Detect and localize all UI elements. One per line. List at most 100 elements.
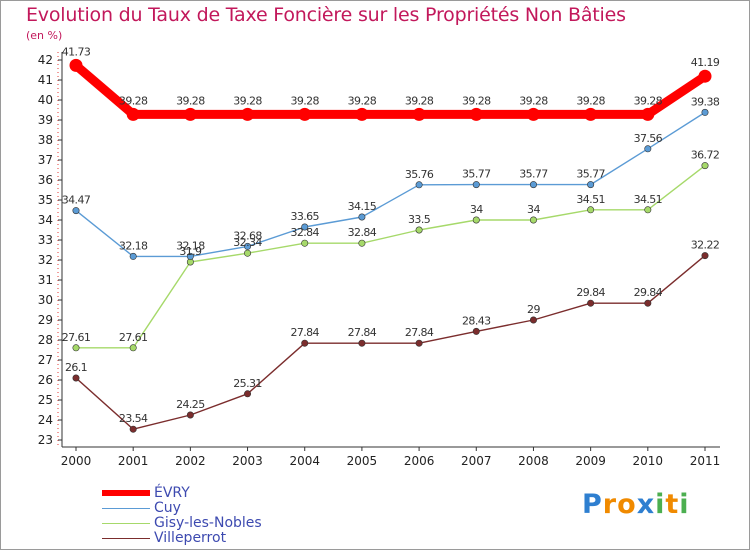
data-label: 39.28	[290, 94, 319, 107]
data-point	[701, 162, 709, 170]
data-point	[526, 107, 540, 121]
data-point	[244, 249, 252, 257]
y-tick-label: 35	[38, 193, 53, 207]
data-point	[129, 252, 137, 260]
y-tick-label: 32	[38, 253, 53, 267]
data-point	[701, 108, 709, 116]
data-label: 35.77	[462, 168, 491, 181]
legend-label-villeperrot: Villeperrot	[154, 530, 227, 546]
y-tick-label: 42	[38, 53, 53, 67]
y-tick-label: 26	[38, 373, 53, 387]
logo-letter: o	[617, 489, 637, 520]
data-label: 34.47	[62, 194, 91, 207]
legend-label-evry: ÉVRY	[154, 485, 190, 501]
data-point	[644, 299, 652, 307]
data-label: 27.84	[348, 326, 377, 339]
data-label: 32.18	[176, 239, 205, 252]
y-tick-label: 41	[38, 73, 53, 87]
data-label: 33.65	[290, 210, 319, 223]
series-line-gisy-les-nobles	[75, 164, 706, 349]
data-label: 41.73	[62, 45, 91, 58]
data-point	[301, 223, 309, 231]
data-point	[472, 327, 480, 335]
chart-title: Evolution du Taux de Taxe Foncière sur l…	[26, 4, 626, 26]
data-label: 39.28	[176, 94, 205, 107]
y-tick-label: 39	[38, 113, 53, 127]
y-tick-label: 36	[38, 173, 53, 187]
data-label: 32.22	[691, 239, 720, 252]
series-line-évry	[71, 60, 710, 119]
x-tick-label: 2010	[633, 454, 664, 468]
data-label: 28.43	[462, 314, 491, 327]
logo-letter: P	[582, 489, 603, 520]
data-point	[701, 252, 709, 260]
data-label: 37.56	[634, 132, 663, 145]
data-point	[587, 181, 595, 189]
data-label: 34	[527, 203, 540, 216]
data-label: 39.28	[233, 94, 262, 107]
data-point	[415, 226, 423, 234]
x-tick-label: 2001	[118, 454, 149, 468]
x-tick-label: 2006	[404, 454, 435, 468]
y-tick-label: 33	[38, 233, 53, 247]
legend-swatch-gisy-les-nobles	[102, 523, 150, 524]
x-tick-label: 2007	[461, 454, 492, 468]
y-tick-label: 37	[38, 153, 53, 167]
data-point	[186, 252, 194, 260]
data-label: 31.9	[179, 245, 202, 258]
data-point	[415, 181, 423, 189]
data-point	[529, 181, 537, 189]
data-point	[644, 145, 652, 153]
data-point	[358, 239, 366, 247]
data-label: 29.84	[634, 286, 663, 299]
data-point	[358, 213, 366, 221]
data-label: 24.25	[176, 398, 205, 411]
data-point	[415, 339, 423, 347]
data-point	[469, 107, 483, 121]
data-label: 32.84	[348, 226, 377, 239]
data-label: 25.31	[233, 377, 262, 390]
data-point	[529, 316, 537, 324]
data-point	[698, 69, 712, 83]
data-label: 27.84	[405, 326, 434, 339]
data-label: 32.18	[119, 239, 148, 252]
legend-swatch-villeperrot	[102, 538, 150, 539]
y-tick-label: 31	[38, 273, 53, 287]
data-label: 27.61	[62, 331, 91, 344]
data-label: 35.76	[405, 168, 434, 181]
series-line-cuy	[75, 111, 706, 258]
y-tick-label: 34	[38, 213, 53, 227]
legend-label-cuy: Cuy	[154, 500, 181, 516]
data-label: 39.38	[691, 95, 720, 108]
data-point	[72, 344, 80, 352]
data-label: 35.77	[519, 168, 548, 181]
data-point	[584, 107, 598, 121]
data-label: 39.28	[634, 94, 663, 107]
legend-label-gisy-les-nobles: Gisy-les-Nobles	[154, 515, 262, 531]
data-point	[244, 242, 252, 250]
logo-letter: i	[679, 489, 690, 520]
data-point	[72, 207, 80, 215]
data-point	[126, 107, 140, 121]
data-label: 39.28	[348, 94, 377, 107]
data-label: 41.19	[691, 56, 720, 69]
data-label: 39.28	[462, 94, 491, 107]
logo-letter: r	[602, 489, 618, 520]
data-label: 34.51	[634, 193, 663, 206]
data-label: 39.28	[576, 94, 605, 107]
x-tick-label: 2004	[289, 454, 320, 468]
y-axis-unit-label: (en %)	[26, 29, 63, 42]
data-point	[529, 216, 537, 224]
logo-letter: i	[655, 489, 666, 520]
y-tick-label: 40	[38, 93, 53, 107]
data-point	[472, 181, 480, 189]
data-point	[186, 411, 194, 419]
data-point	[355, 107, 369, 121]
data-label: 32.34	[233, 236, 262, 249]
data-point	[129, 344, 137, 352]
data-label: 34.15	[348, 200, 377, 213]
data-label: 32.68	[233, 229, 262, 242]
x-tick-label: 2000	[61, 454, 92, 468]
data-point	[183, 107, 197, 121]
